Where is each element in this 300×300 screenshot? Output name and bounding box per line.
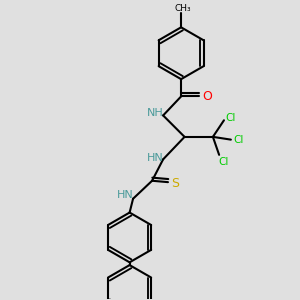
Text: HN: HN — [116, 190, 133, 200]
Text: HN: HN — [147, 153, 164, 163]
Text: CH₃: CH₃ — [175, 4, 191, 13]
Text: Cl: Cl — [226, 113, 236, 123]
Text: Cl: Cl — [218, 157, 229, 167]
Text: Cl: Cl — [233, 135, 244, 145]
Text: NH: NH — [147, 108, 164, 118]
Text: S: S — [172, 177, 180, 190]
Text: O: O — [202, 90, 212, 103]
